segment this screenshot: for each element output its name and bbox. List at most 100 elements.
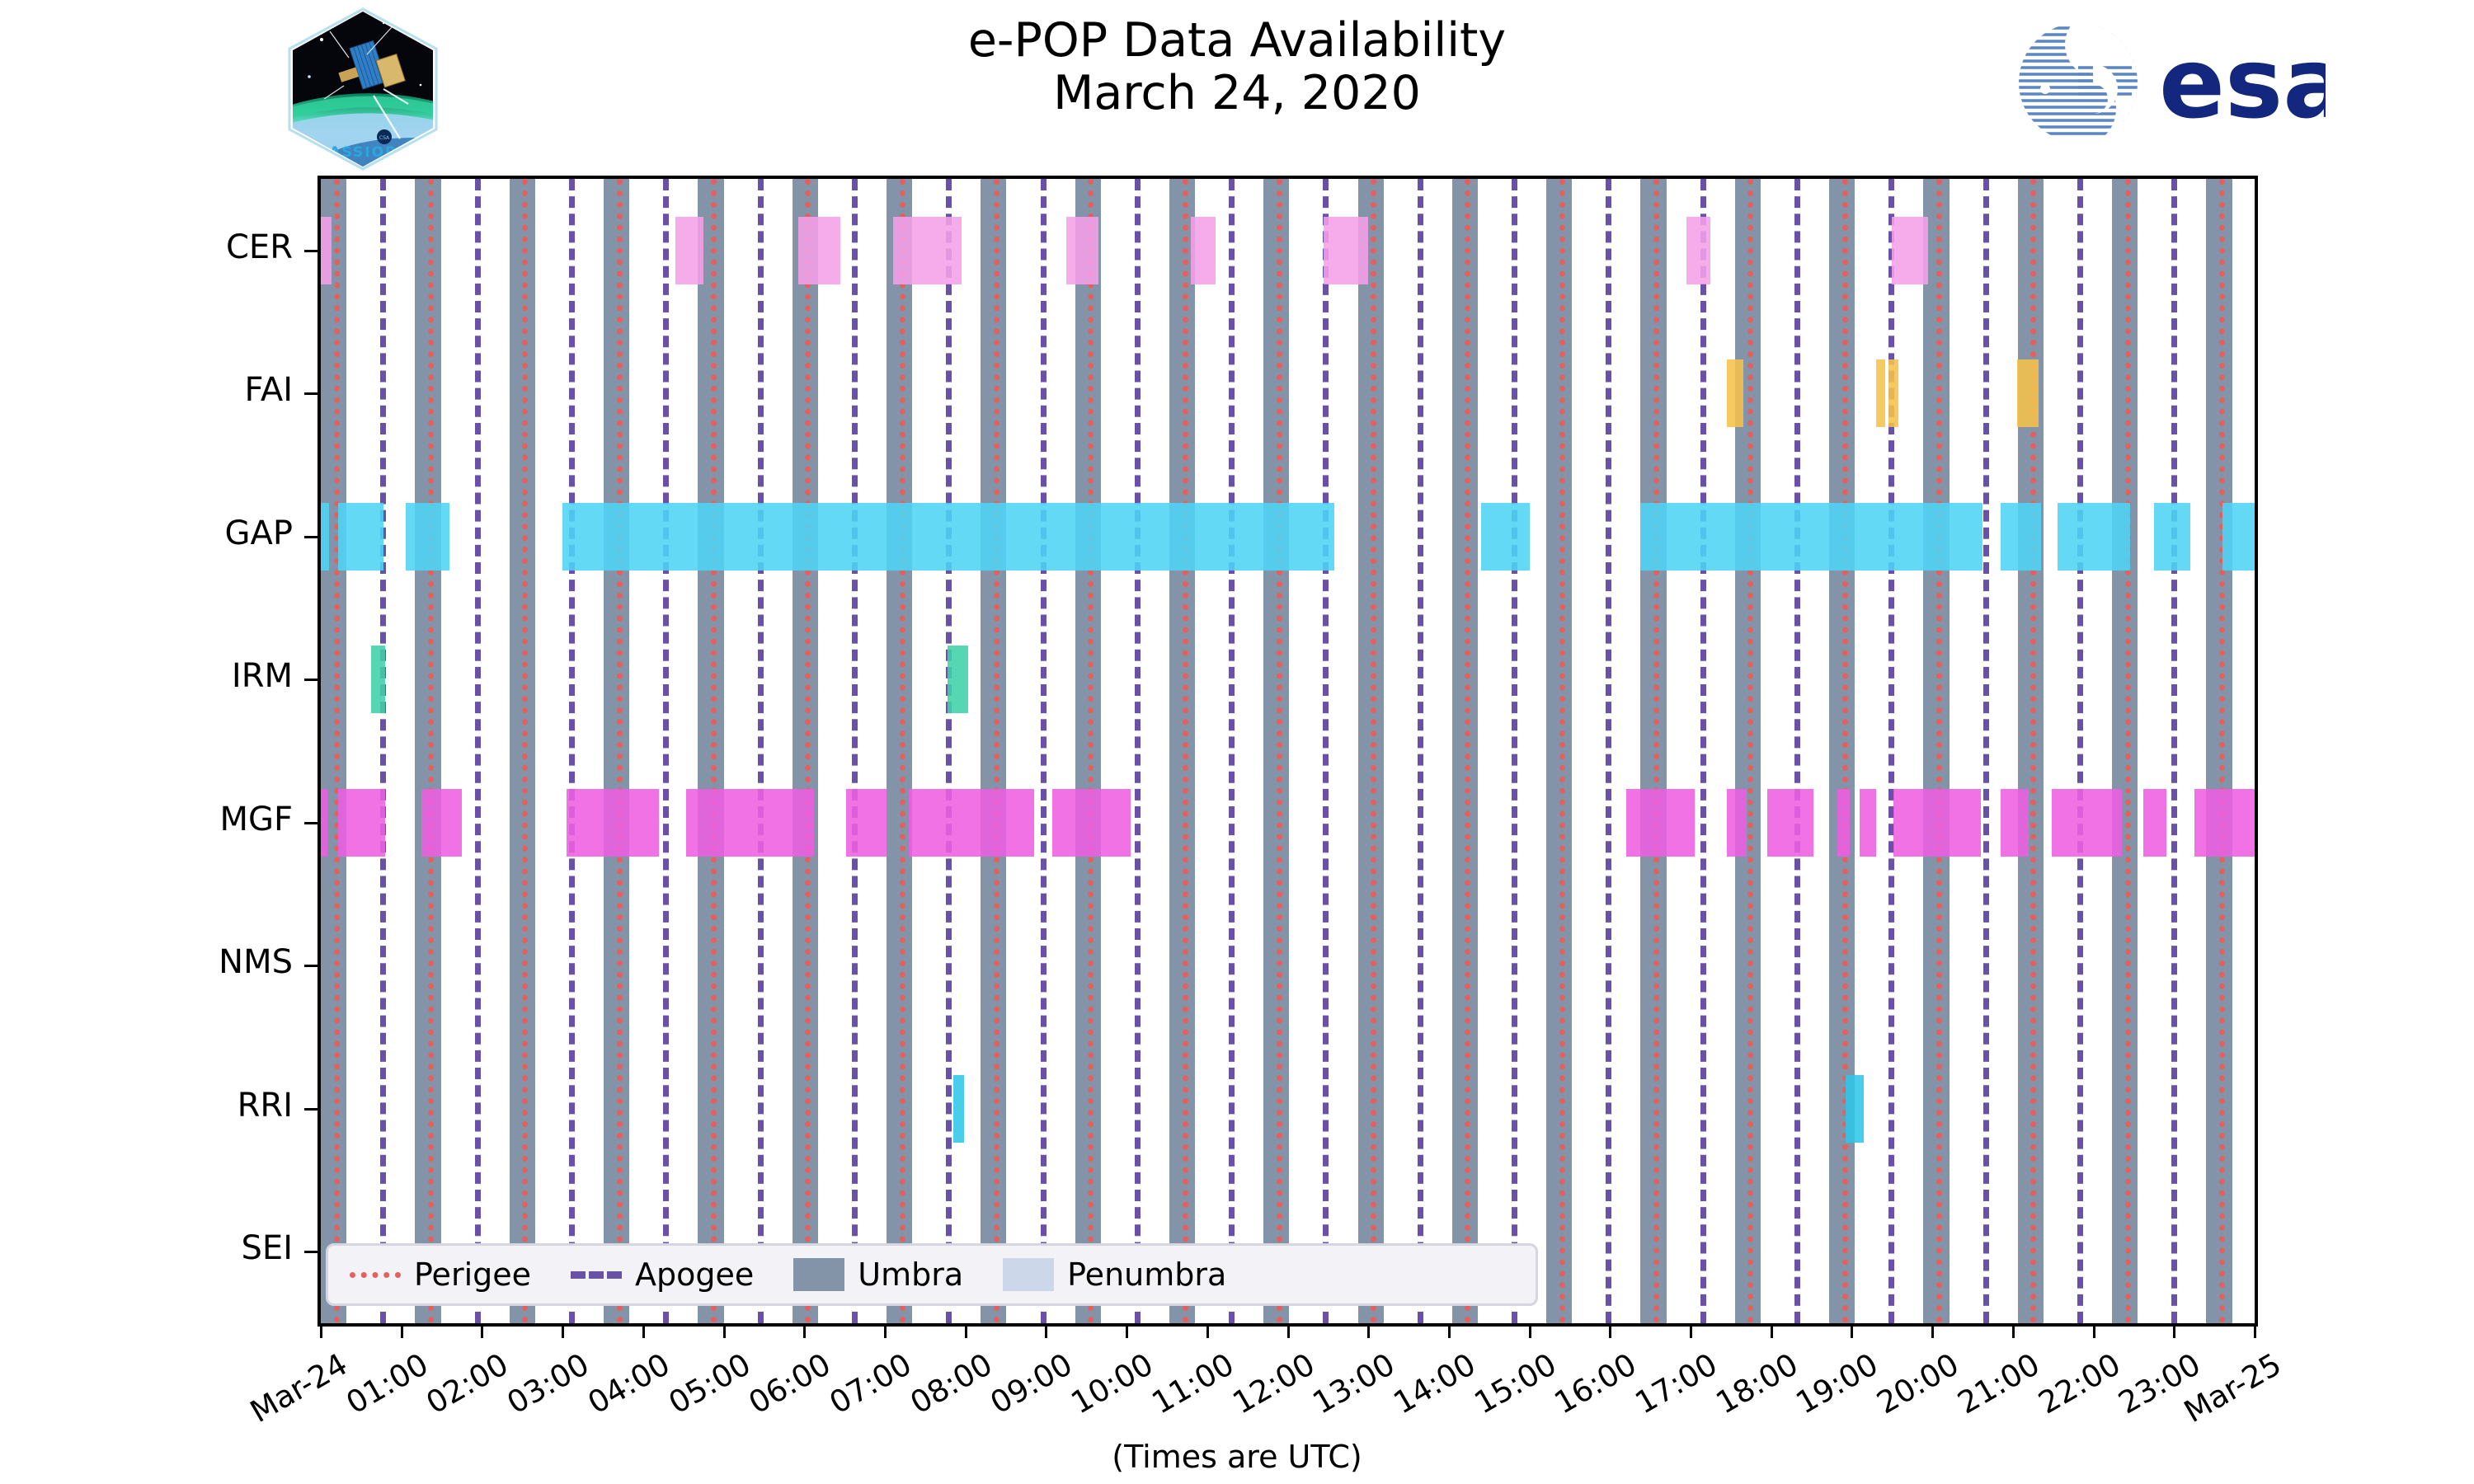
penumbra-swatch-icon xyxy=(1003,1258,1055,1291)
page-title: e-POP Data Availability March 24, 2020 xyxy=(627,13,1847,120)
data-bar-cer xyxy=(675,216,704,284)
x-tick-mark xyxy=(642,1327,645,1338)
perigee-marker-line xyxy=(1747,179,1754,1323)
x-tick-mark xyxy=(1447,1327,1451,1338)
x-tick-mark xyxy=(1528,1327,1531,1338)
data-bar-cer xyxy=(1686,216,1711,284)
apogee-marker-line xyxy=(1888,179,1895,1323)
data-bar-cer xyxy=(1065,216,1098,284)
apogee-marker-line xyxy=(2077,179,2084,1323)
x-tick-mark xyxy=(1286,1327,1290,1338)
x-tick-mark xyxy=(1851,1327,1854,1338)
data-bar-gap xyxy=(321,502,329,571)
perigee-marker-line xyxy=(616,179,623,1323)
legend-label-apogee: Apogee xyxy=(635,1256,755,1293)
page-header: CSA CASSIOPE e-POP Data Availability Mar… xyxy=(0,0,2474,177)
y-tick-label-cer: CER xyxy=(226,228,293,266)
perigee-line-icon xyxy=(350,1271,401,1278)
apogee-marker-line xyxy=(1323,179,1329,1323)
data-bar-cer xyxy=(1892,216,1929,284)
esa-logo-text: esa xyxy=(2159,26,2326,140)
perigee-marker-line xyxy=(1653,179,1660,1323)
data-bar-fai xyxy=(1875,359,1886,428)
x-tick-mark xyxy=(320,1327,322,1338)
apogee-marker-line xyxy=(1229,179,1235,1323)
chart-legend: Perigee Apogee Umbra Penumbra xyxy=(326,1243,1538,1306)
data-bar-cer xyxy=(321,216,332,284)
data-bar-gap xyxy=(1640,502,1982,571)
cassiope-logo: CSA CASSIOPE xyxy=(285,7,441,171)
data-bar-mgf xyxy=(2001,788,2030,857)
legend-entry-apogee: Apogee xyxy=(571,1256,754,1293)
data-bar-cer xyxy=(1324,216,1369,284)
data-bar-fai xyxy=(1888,359,1899,428)
legend-label-umbra: Umbra xyxy=(858,1256,964,1293)
data-bar-mgf xyxy=(2143,788,2166,857)
perigee-marker-line xyxy=(1559,179,1565,1323)
x-tick-mark xyxy=(2173,1327,2176,1338)
data-bar-gap xyxy=(338,502,384,571)
umbra-band xyxy=(1451,179,1479,1323)
esa-logo: esa xyxy=(1954,16,2349,148)
x-tick-mark xyxy=(1609,1327,1612,1338)
data-bar-mgf xyxy=(846,788,887,857)
data-bar-mgf xyxy=(1893,788,1981,857)
x-tick-mark xyxy=(1770,1327,1773,1338)
perigee-marker-line xyxy=(522,179,529,1323)
data-bar-fai xyxy=(1727,359,1743,428)
y-tick-mark xyxy=(304,821,317,824)
y-tick-mark xyxy=(304,535,317,538)
data-bar-cer xyxy=(1191,216,1216,284)
svg-text:CSA: CSA xyxy=(379,135,390,141)
y-tick-label-rri: RRI xyxy=(237,1086,293,1125)
umbra-band xyxy=(1923,179,1950,1323)
umbra-band xyxy=(981,179,1007,1323)
y-tick-label-mgf: MGF xyxy=(219,800,293,838)
title-line-2: March 24, 2020 xyxy=(1053,65,1421,120)
data-bar-rri xyxy=(953,1074,964,1143)
y-tick-mark xyxy=(304,1251,317,1254)
x-tick-mark xyxy=(562,1327,565,1338)
umbra-band xyxy=(1640,179,1667,1323)
data-bar-gap xyxy=(1481,502,1530,571)
x-tick-mark xyxy=(400,1327,403,1338)
perigee-marker-line xyxy=(805,179,811,1323)
perigee-marker-line xyxy=(993,179,999,1323)
chart-plot-area xyxy=(317,176,2258,1327)
apogee-marker-line xyxy=(1794,179,1801,1323)
x-tick-mark xyxy=(722,1327,726,1338)
legend-entry-penumbra: Penumbra xyxy=(1003,1256,1226,1293)
x-tick-mark xyxy=(1690,1327,1693,1338)
y-tick-label-nms: NMS xyxy=(219,943,293,982)
legend-label-penumbra: Penumbra xyxy=(1067,1256,1227,1293)
legend-entry-umbra: Umbra xyxy=(793,1256,963,1293)
data-bar-mgf xyxy=(1766,788,1813,857)
x-tick-mark xyxy=(2254,1327,2256,1338)
data-bar-gap xyxy=(562,502,1335,571)
x-tick-mark xyxy=(2011,1327,2015,1338)
data-bar-gap xyxy=(2001,502,2042,571)
y-tick-label-sei: SEI xyxy=(241,1229,293,1268)
apogee-marker-line xyxy=(1982,179,1989,1323)
apogee-marker-line xyxy=(1134,179,1141,1323)
apogee-marker-line xyxy=(1700,179,1706,1323)
perigee-marker-line xyxy=(2030,179,2037,1323)
perigee-marker-line xyxy=(1371,179,1377,1323)
perigee-marker-line xyxy=(1936,179,1943,1323)
data-bar-mgf xyxy=(909,788,1034,857)
data-bar-fai xyxy=(2016,359,2039,428)
data-bar-mgf xyxy=(338,788,386,857)
data-bar-mgf xyxy=(321,788,327,857)
data-bar-mgf xyxy=(1727,788,1747,857)
perigee-marker-line xyxy=(2219,179,2225,1323)
perigee-marker-line xyxy=(1465,179,1471,1323)
y-tick-mark xyxy=(304,1107,317,1111)
data-bar-mgf xyxy=(1625,788,1695,857)
apogee-marker-line xyxy=(474,179,481,1323)
apogee-marker-line xyxy=(1512,179,1518,1323)
apogee-marker-line xyxy=(1040,179,1047,1323)
title-line-1: e-POP Data Availability xyxy=(967,13,1507,68)
data-bar-irm xyxy=(370,646,386,714)
data-bar-mgf xyxy=(1837,788,1851,857)
umbra-swatch-icon xyxy=(793,1258,845,1291)
